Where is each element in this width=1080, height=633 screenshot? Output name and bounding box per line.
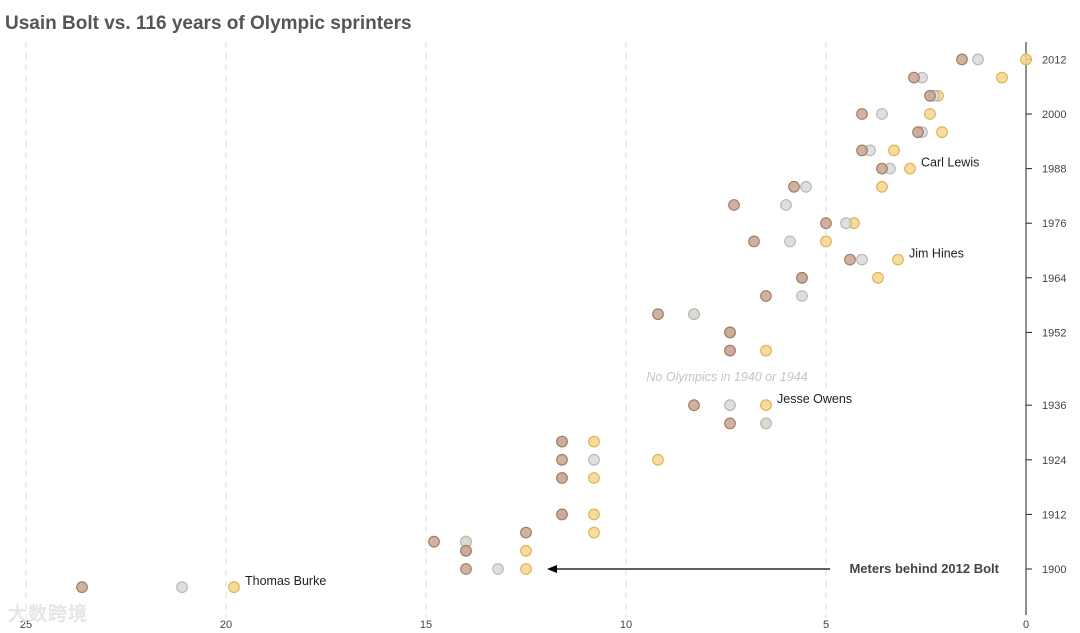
x-tick-label-5: 5 bbox=[823, 619, 829, 631]
y-tick-label-2012: 2012 bbox=[1042, 54, 1066, 66]
point-bronze-1968 bbox=[844, 253, 856, 266]
y-axis: 1900 1912 1924 1936 1952 1964 1976 1988 2000 2012 bbox=[1025, 42, 1066, 615]
point-silver-1972 bbox=[784, 235, 796, 248]
y-tick-label-1936: 1936 bbox=[1042, 400, 1066, 412]
point-bronze-1964 bbox=[796, 271, 808, 284]
arrow-label: Meters behind 2012 Bolt bbox=[849, 561, 999, 576]
point-gold-1992 bbox=[888, 144, 900, 157]
annotation-thomas-burke: Thomas Burke bbox=[245, 574, 326, 588]
point-gold-2000 bbox=[924, 108, 936, 120]
y-tick-label-1964: 1964 bbox=[1042, 273, 1066, 285]
point-bronze-2000 bbox=[856, 108, 868, 120]
point-silver-1980 bbox=[780, 199, 792, 211]
point-bronze-1960 bbox=[760, 290, 772, 302]
watermark: 大数跨境 bbox=[8, 603, 89, 625]
annotation-jesse-owens: Jesse Owens bbox=[777, 392, 852, 406]
point-gold-1908 bbox=[588, 526, 600, 539]
point-bronze-1904 bbox=[460, 544, 472, 557]
point-bronze-1936 bbox=[688, 399, 700, 412]
meters-behind-arrow bbox=[547, 565, 830, 573]
point-bronze-1912 bbox=[556, 508, 568, 521]
point-silver-1976 bbox=[840, 217, 852, 230]
annotations: Carl Lewis Jim Hines Jesse Owens Thomas Bur… bbox=[245, 156, 979, 589]
point-silver-1896 bbox=[176, 581, 188, 594]
point-gold-1964 bbox=[872, 271, 884, 284]
point-bronze-1896 bbox=[76, 581, 88, 594]
point-silver-1984 bbox=[800, 180, 812, 193]
point-bronze-1948 bbox=[724, 344, 736, 357]
point-gold-1968 bbox=[892, 253, 904, 266]
point-gold-1912 bbox=[588, 508, 600, 521]
point-gold-1936 bbox=[760, 399, 772, 412]
point-gold-1948 bbox=[760, 344, 772, 357]
point-silver-1932 bbox=[760, 417, 772, 430]
point-silver-1968 bbox=[856, 253, 868, 266]
data-points bbox=[76, 53, 1032, 594]
point-gold-1988 bbox=[904, 162, 916, 175]
point-bronze-1924 bbox=[556, 453, 568, 466]
point-gold-1924 bbox=[652, 453, 664, 466]
y-tick-label-1900: 1900 bbox=[1042, 564, 1066, 576]
point-bronze-1992 bbox=[856, 144, 868, 157]
annotation-carl-lewis: Carl Lewis bbox=[921, 156, 979, 170]
point-bronze-1988 bbox=[876, 162, 888, 175]
y-tick-label-1924: 1924 bbox=[1042, 455, 1066, 467]
x-tick-label-10: 10 bbox=[620, 619, 632, 631]
point-bronze-1952 bbox=[724, 326, 736, 339]
x-tick-label-15: 15 bbox=[420, 619, 432, 631]
point-gold-2008 bbox=[996, 71, 1008, 84]
point-bronze-1980 bbox=[728, 199, 740, 211]
point-gold-1920 bbox=[588, 472, 600, 484]
point-gold-1904 bbox=[520, 544, 532, 557]
arrow-head bbox=[547, 565, 557, 573]
point-silver-1956 bbox=[688, 308, 700, 321]
x-axis-tick-labels: 25 20 15 10 5 0 bbox=[20, 619, 1029, 631]
point-gold-1984 bbox=[876, 180, 888, 193]
point-bronze-1996 bbox=[912, 126, 924, 139]
point-bronze-1920 bbox=[556, 472, 568, 484]
chart-title: Usain Bolt vs. 116 years of Olympic spri… bbox=[5, 13, 412, 34]
point-gold-1996 bbox=[936, 126, 948, 139]
point-silver-1936 bbox=[724, 399, 736, 412]
y-tick-label-1976: 1976 bbox=[1042, 218, 1066, 230]
point-bronze-1972 bbox=[748, 235, 760, 248]
point-bronze-1928 bbox=[556, 435, 568, 448]
y-tick-label-2000: 2000 bbox=[1042, 109, 1066, 121]
x-tick-label-20: 20 bbox=[220, 619, 232, 631]
point-bronze-2008 bbox=[908, 71, 920, 84]
point-gold-2012 bbox=[1020, 53, 1032, 66]
point-bronze-2004 bbox=[924, 89, 936, 102]
point-silver-1900 bbox=[492, 563, 504, 575]
point-gold-1928 bbox=[588, 435, 600, 448]
point-silver-1960 bbox=[796, 290, 808, 302]
y-tick-label-1912: 1912 bbox=[1042, 509, 1066, 521]
grid-lines bbox=[25, 42, 827, 618]
point-bronze-1906 bbox=[428, 535, 440, 548]
point-bronze-1976 bbox=[820, 217, 832, 230]
point-bronze-1932 bbox=[724, 417, 736, 430]
point-gold-1896 bbox=[228, 581, 240, 594]
x-tick-label-0: 0 bbox=[1023, 619, 1029, 631]
x-tick-label-25: 25 bbox=[20, 619, 32, 631]
point-bronze-1956 bbox=[652, 308, 664, 321]
y-tick-label-1952: 1952 bbox=[1042, 327, 1066, 339]
point-bronze-1900 bbox=[460, 563, 472, 575]
y-tick-label-1988: 1988 bbox=[1042, 164, 1066, 176]
point-bronze-2012 bbox=[956, 53, 968, 66]
no-olympics-note: No Olympics in 1940 or 1944 bbox=[646, 370, 807, 384]
point-silver-2000 bbox=[876, 108, 888, 120]
point-gold-1972 bbox=[820, 235, 832, 248]
point-gold-1900 bbox=[520, 563, 532, 575]
annotation-jim-hines: Jim Hines bbox=[909, 247, 964, 261]
point-bronze-1908 bbox=[520, 526, 532, 539]
point-silver-1924 bbox=[588, 453, 600, 466]
point-silver-2012 bbox=[972, 53, 984, 66]
point-bronze-1984 bbox=[788, 180, 800, 193]
